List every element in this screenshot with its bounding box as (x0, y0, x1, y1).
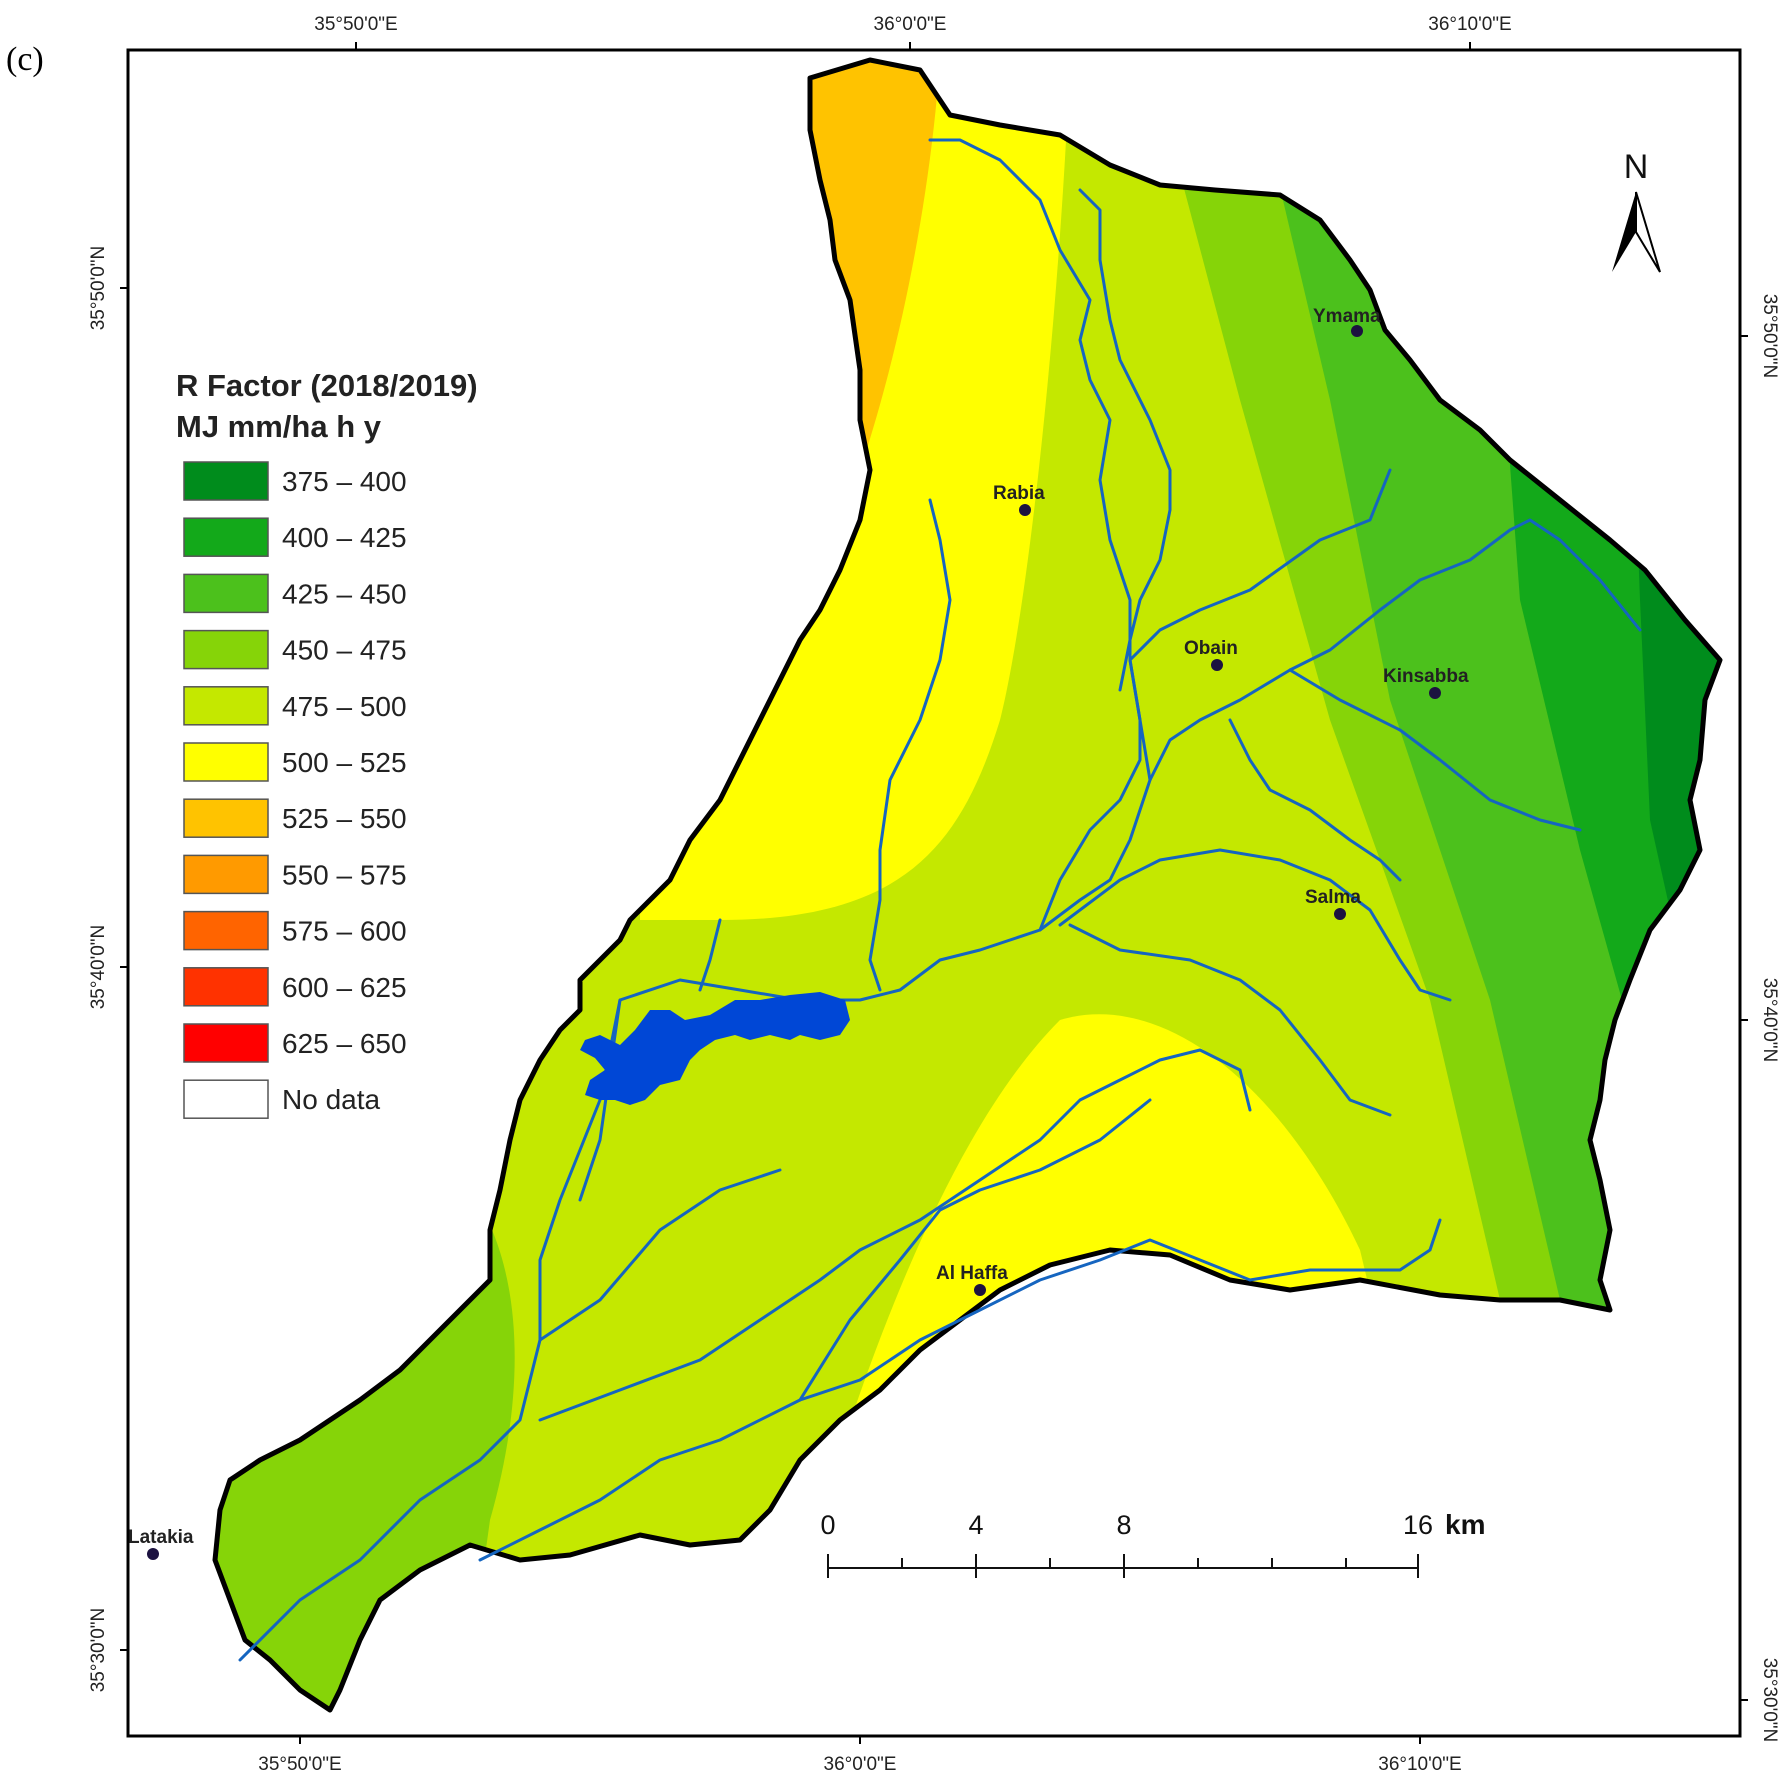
legend-label: 575 – 600 (282, 916, 407, 947)
place-dot-obain (1211, 659, 1223, 671)
legend-swatch (183, 967, 269, 1007)
legend-label: 375 – 400 (282, 466, 407, 497)
legend-swatch (183, 910, 269, 951)
north-label: N (1624, 148, 1649, 186)
map-frame (126, 48, 1742, 1738)
legend-swatch (183, 629, 269, 670)
coordinate-ticks (120, 42, 1748, 1744)
basin-boundary (212, 57, 1723, 1713)
place-label-al-haffa: Al Haffa (936, 1263, 1008, 1284)
legend-label: 525 – 550 (282, 803, 407, 834)
coord-left-2: 35°40'0"N (88, 925, 109, 1010)
panel-label: (c) (6, 41, 44, 78)
coord-right-2: 35°40'0"N (1759, 978, 1780, 1063)
legend: R Factor (2018/2019) MJ mm/ha h y 375 – … (176, 368, 478, 1119)
place-dot-salma (1334, 908, 1346, 920)
place-label-kinsabba: Kinsabba (1383, 666, 1469, 687)
legend-swatch (183, 1079, 269, 1119)
coord-bottom-1: 35°50'0"E (258, 1754, 341, 1775)
place-dot-latakia (147, 1548, 159, 1560)
scale-tick-16: 16 (1403, 1510, 1433, 1540)
legend-swatch (183, 461, 269, 501)
legend-swatch (183, 517, 269, 557)
legend-swatch (183, 798, 269, 838)
legend-label: 600 – 625 (282, 972, 407, 1003)
legend-swatch (183, 686, 269, 726)
legend-label: 625 – 650 (282, 1028, 407, 1059)
scale-unit: km (1445, 1509, 1485, 1540)
coord-bottom-3: 36°10'0"E (1378, 1754, 1461, 1775)
coord-right-1: 35°50'0"N (1759, 294, 1780, 379)
reservoir (580, 992, 850, 1105)
legend-label: 400 – 425 (282, 522, 407, 553)
coord-top-3: 36°10'0"E (1428, 14, 1511, 35)
place-label-salma: Salma (1305, 887, 1361, 908)
north-arrow-icon (1612, 191, 1661, 273)
place-label-obain: Obain (1184, 638, 1238, 659)
legend-swatch (183, 742, 269, 782)
scale-tick-0: 0 (820, 1510, 835, 1540)
coord-left-1: 35°50'0"N (88, 246, 109, 331)
legend-swatch (183, 573, 269, 614)
legend-title: R Factor (2018/2019) (176, 368, 478, 403)
legend-label: 450 – 475 (282, 635, 407, 666)
legend-label: 425 – 450 (282, 578, 407, 609)
river-network (238, 138, 1642, 1662)
place-dot-rabia (1019, 504, 1031, 516)
coord-top-1: 35°50'0"E (314, 14, 397, 35)
place-markers (147, 325, 1441, 1560)
legend-swatch (183, 854, 269, 895)
place-dot-kinsabba (1429, 687, 1441, 699)
legend-label: No data (282, 1084, 380, 1115)
north-arrow: N (1612, 148, 1661, 273)
legend-label: 475 – 500 (282, 691, 407, 722)
legend-swatch (183, 1023, 269, 1063)
place-dot-al-haffa (974, 1284, 986, 1296)
place-dot-ymama (1351, 325, 1363, 337)
place-label-latakia: Latakia (128, 1527, 194, 1548)
scale-bar: 0 4 8 16 km (820, 1509, 1485, 1578)
coord-right-3: 35°30'0"N (1759, 1658, 1780, 1743)
legend-unit: MJ mm/ha h y (176, 409, 382, 444)
coord-bottom-2: 36°0'0"E (824, 1754, 897, 1775)
place-label-ymama: Ymama (1313, 306, 1381, 327)
legend-items: 375 – 400 400 – 425 425 – 450 450 – 475 475 … (183, 461, 407, 1119)
legend-label: 550 – 575 (282, 859, 407, 890)
scale-tick-4: 4 (968, 1510, 983, 1540)
place-label-rabia: Rabia (993, 483, 1045, 504)
scale-tick-8: 8 (1116, 1510, 1131, 1540)
r-factor-zones (215, 60, 1720, 1710)
coord-top-2: 36°0'0"E (874, 14, 947, 35)
coord-left-3: 35°30'0"N (88, 1608, 109, 1693)
legend-label: 500 – 525 (282, 747, 407, 778)
